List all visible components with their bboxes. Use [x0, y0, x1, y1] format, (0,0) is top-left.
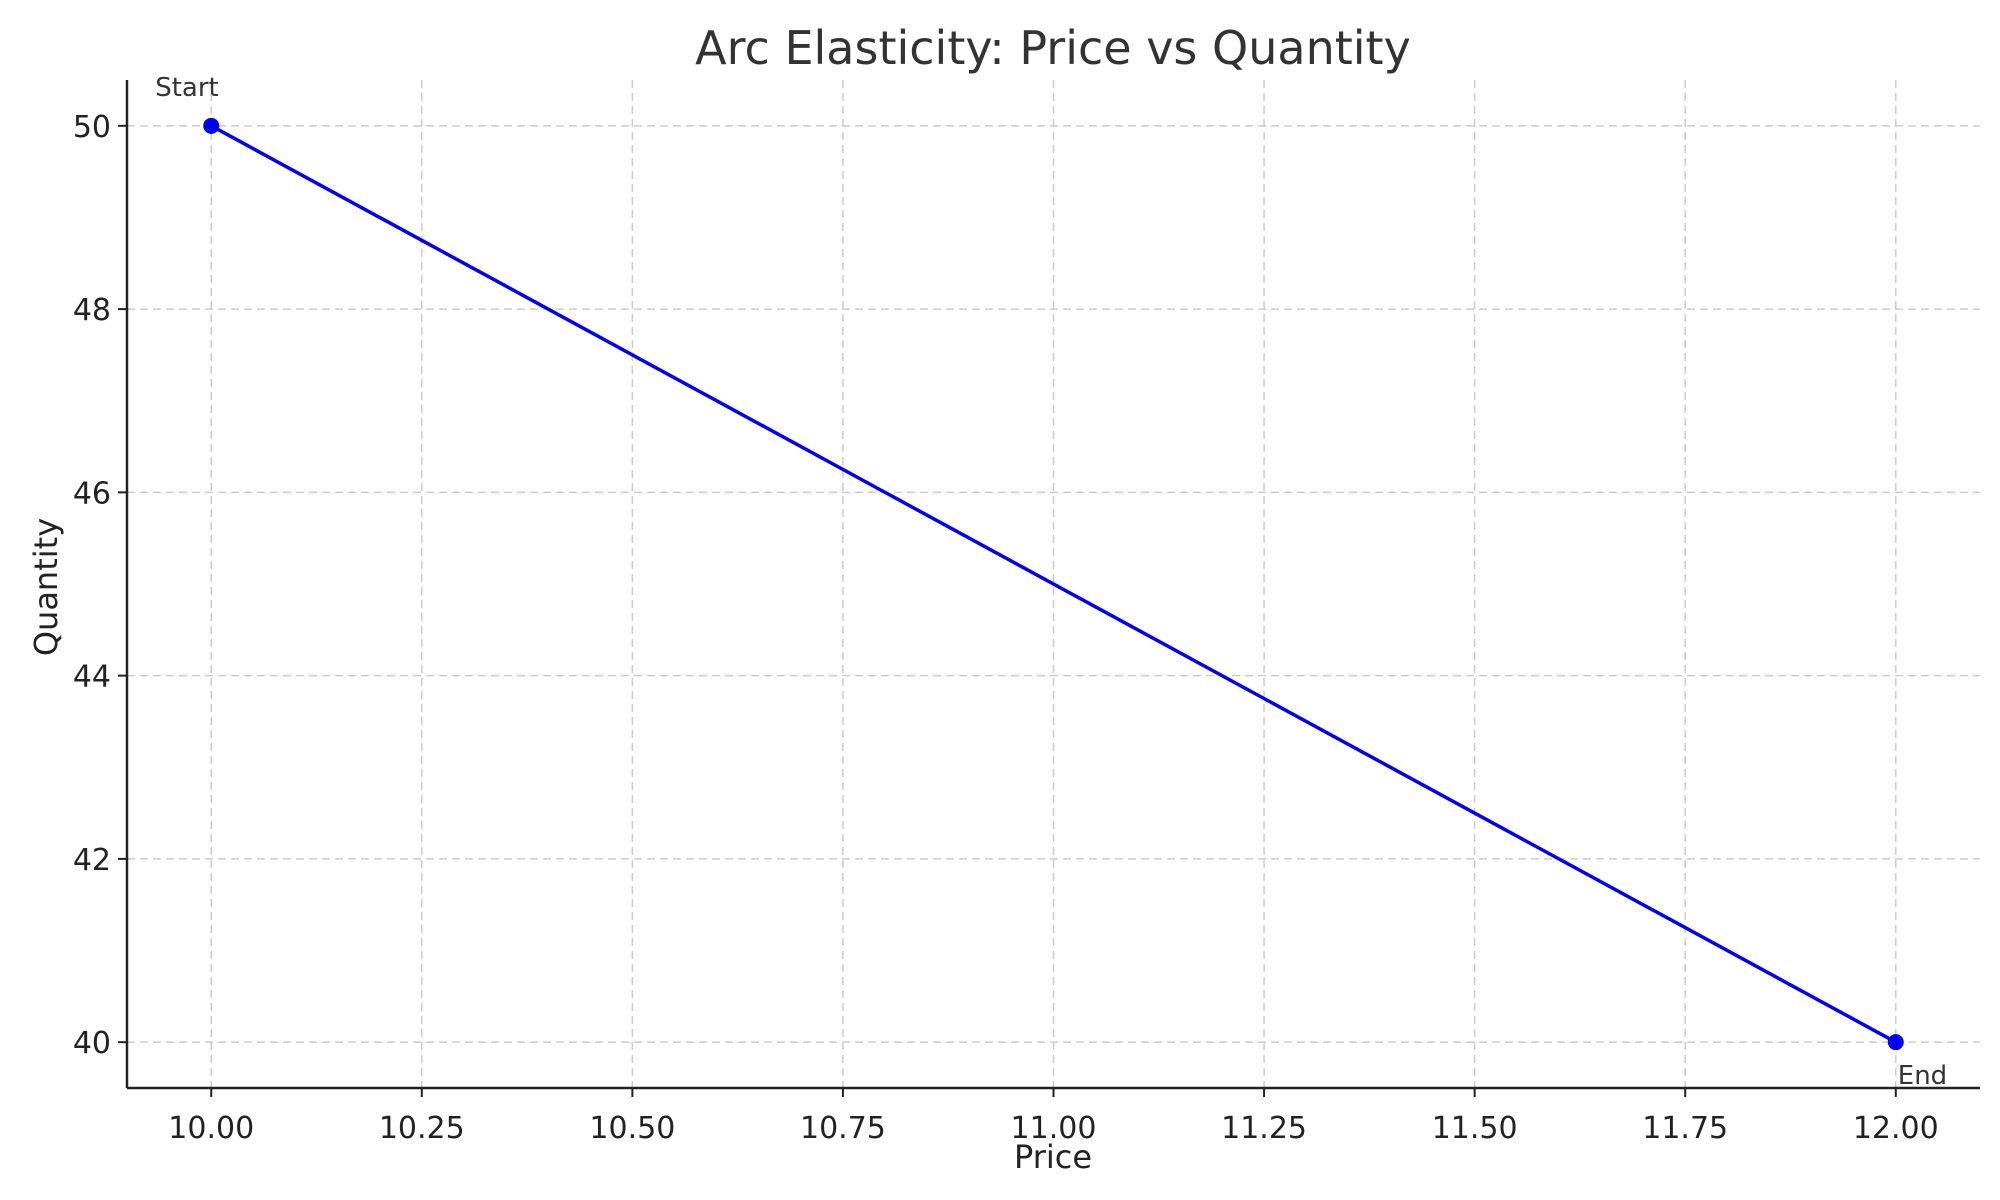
annotation-label: End — [1898, 1061, 1947, 1091]
x-tick-label: 10.50 — [589, 1111, 675, 1146]
y-tick-label: 50 — [73, 110, 111, 145]
x-tick-label: 10.75 — [800, 1111, 886, 1146]
x-axis-label: Price — [1014, 1138, 1092, 1176]
y-axis-label: Quantity — [27, 518, 65, 656]
y-tick-label: 44 — [73, 660, 111, 695]
x-tick-label: 10.00 — [168, 1111, 254, 1146]
annotation-layer: Start End — [155, 73, 1947, 1091]
x-tick-label: 10.25 — [379, 1111, 465, 1146]
x-tick-label: 11.75 — [1642, 1111, 1728, 1146]
ticks-layer: 10.00 10.25 10.50 10.75 11.00 11.25 11.50 11.75… — [73, 110, 1939, 1146]
y-tick-label: 42 — [73, 843, 111, 878]
y-tick-label: 40 — [73, 1026, 111, 1061]
annotation-label: Start — [155, 73, 219, 103]
series-layer — [203, 117, 1904, 1051]
data-point — [203, 117, 220, 134]
x-tick-label: 11.50 — [1432, 1111, 1518, 1146]
series-line — [210, 124, 1897, 1044]
x-tick-label: 11.25 — [1221, 1111, 1307, 1146]
x-tick-label: 11.00 — [1011, 1111, 1097, 1146]
data-point — [1887, 1034, 1904, 1051]
y-tick-label: 48 — [73, 293, 111, 328]
y-tick-label: 46 — [73, 476, 111, 511]
x-tick-label: 12.00 — [1853, 1111, 1939, 1146]
grid-layer — [127, 80, 1980, 1088]
chart-title: Arc Elasticity: Price vs Quantity — [695, 21, 1411, 75]
